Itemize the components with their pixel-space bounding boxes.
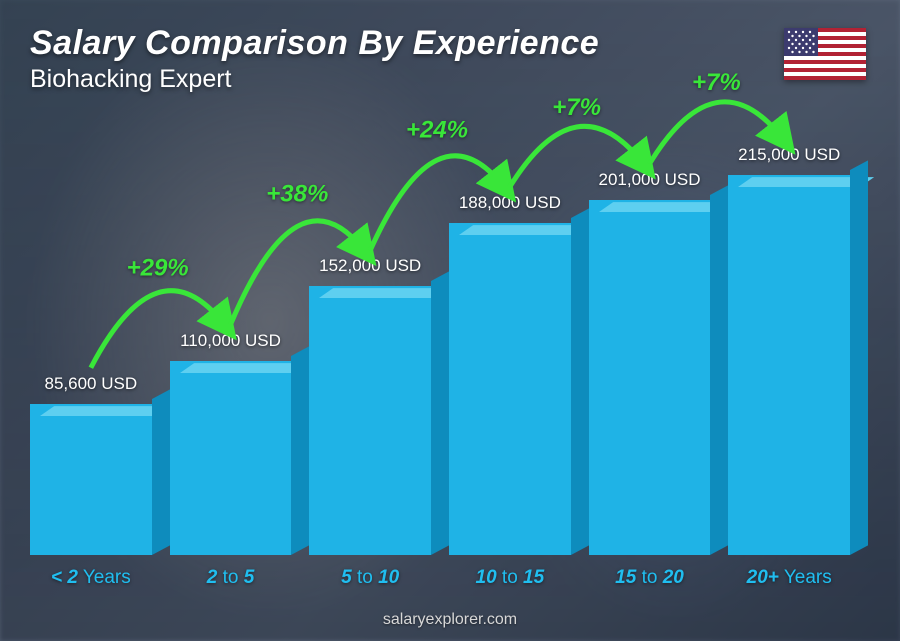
footer-source: salaryexplorer.com	[0, 611, 900, 629]
bar	[309, 286, 431, 555]
bar-chart: 85,600 USD < 2 Years 110,000 USD 2 to 5 152,…	[30, 89, 850, 589]
bar	[728, 175, 850, 555]
bar	[30, 404, 152, 555]
bar	[170, 361, 292, 555]
salary-value-label: 110,000 USD	[180, 331, 281, 351]
category-label: < 2 Years	[51, 567, 131, 589]
salary-value-label: 215,000 USD	[738, 145, 840, 165]
bar-column: 201,000 USD 15 to 20	[589, 170, 711, 589]
salary-value-label: 152,000 USD	[319, 256, 421, 276]
bar-column: 110,000 USD 2 to 5	[170, 331, 292, 589]
bar-column: 152,000 USD 5 to 10	[309, 256, 431, 589]
category-label: 10 to 15	[476, 567, 545, 589]
chart-title: Salary Comparison By Experience	[30, 24, 870, 63]
salary-value-label: 85,600 USD	[45, 374, 138, 394]
category-label: 5 to 10	[341, 567, 399, 589]
bar-column: 85,600 USD < 2 Years	[30, 374, 152, 589]
bar-column: 188,000 USD 10 to 15	[449, 193, 571, 589]
category-label: 2 to 5	[207, 567, 255, 589]
salary-value-label: 188,000 USD	[459, 193, 561, 213]
bar-column: 215,000 USD 20+ Years	[728, 145, 850, 589]
us-flag-icon	[784, 28, 866, 80]
salary-value-label: 201,000 USD	[598, 170, 700, 190]
category-label: 20+ Years	[747, 567, 832, 589]
category-label: 15 to 20	[615, 567, 684, 589]
bar	[449, 223, 571, 555]
bar	[589, 200, 711, 555]
